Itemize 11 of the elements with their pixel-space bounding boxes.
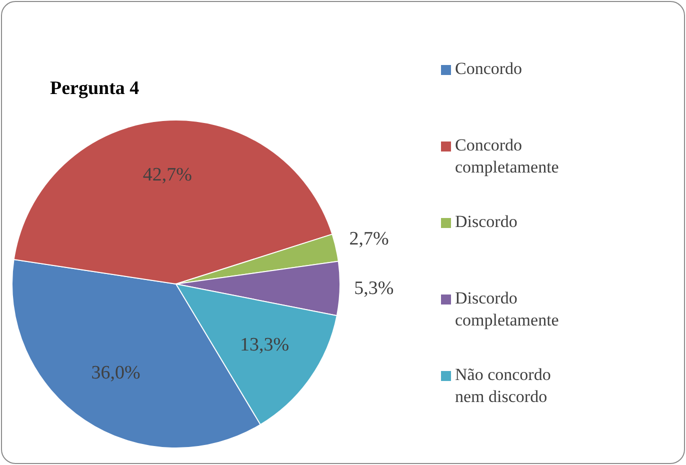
- text: Pergunta 4: [50, 78, 140, 99]
- legend-label: Discordo completamente: [455, 288, 559, 330]
- legend-label: Discordo: [455, 212, 518, 231]
- legend-label: Concordo: [455, 58, 522, 78]
- data-label: 36,0%: [91, 362, 140, 384]
- data-label: 42,7%: [142, 164, 192, 186]
- data-label: 2,7%: [349, 228, 390, 250]
- data-label: 5,3%: [354, 278, 394, 299]
- legend-label: Concordo completamente: [455, 135, 559, 176]
- data-label: 13,3%: [240, 334, 290, 356]
- legend-label: Não concordo nem discordo: [455, 364, 551, 406]
